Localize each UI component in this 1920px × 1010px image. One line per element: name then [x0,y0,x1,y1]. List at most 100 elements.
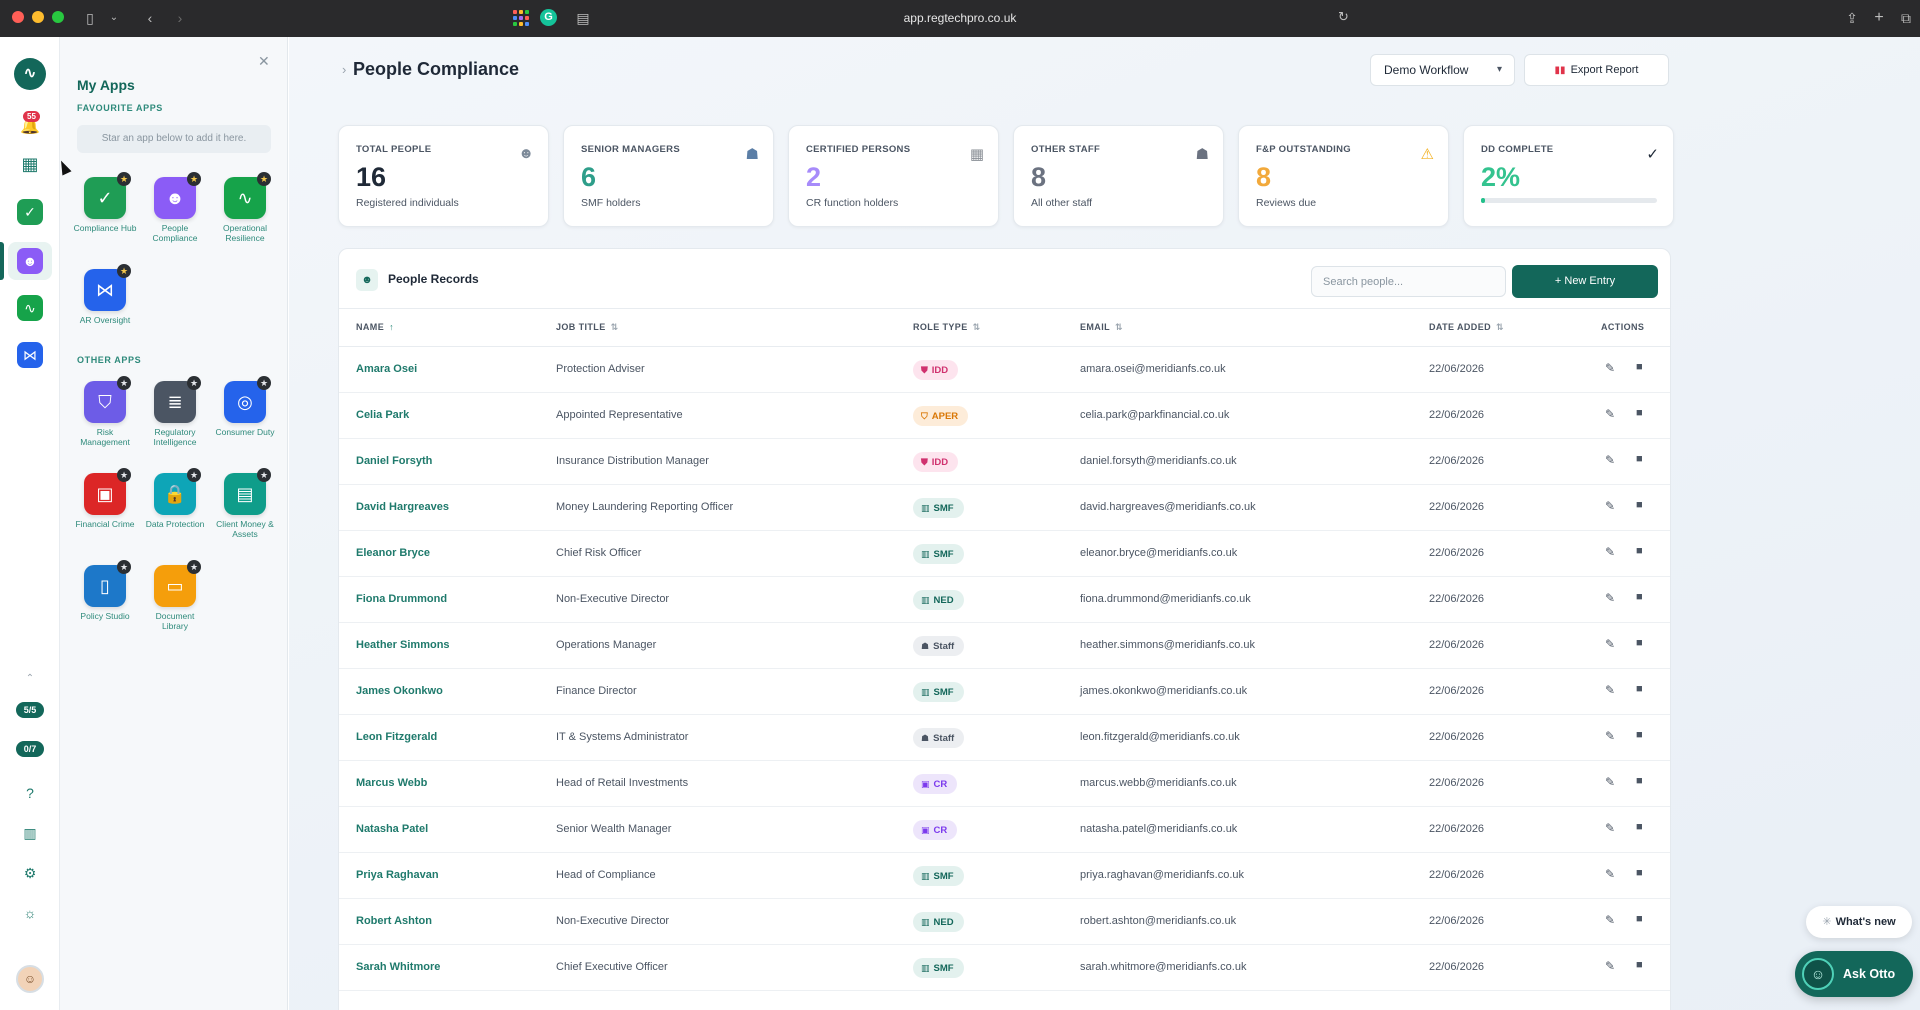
trash-icon[interactable]: ■ [1636,821,1643,833]
edit-icon[interactable]: ✎ [1605,913,1616,927]
trash-icon[interactable]: ■ [1636,775,1643,787]
building-icon[interactable]: ▥ [23,825,37,841]
star-icon[interactable]: ★ [187,560,201,574]
grammarly-extension-icon[interactable]: G [540,9,557,26]
ar-oversight-rail-icon[interactable]: ⋈ [17,342,43,368]
app-operational-resilience[interactable]: ∿ ★ Operational Resilience [212,172,278,243]
edit-icon[interactable]: ✎ [1605,775,1616,789]
trash-icon[interactable]: ■ [1636,407,1643,419]
operational-resilience-rail-icon[interactable]: ∿ [17,295,43,321]
trash-icon[interactable]: ■ [1636,729,1643,741]
app-regulatory-intelligence[interactable]: ≣ ★ Regulatory Intelligence [142,376,208,447]
trash-icon[interactable]: ■ [1636,913,1643,925]
column-header-job-title[interactable]: JOB TITLE ⇅ [556,322,619,332]
star-icon[interactable]: ★ [117,560,131,574]
edit-icon[interactable]: ✎ [1605,959,1616,973]
close-window-button[interactable] [12,11,24,23]
star-icon[interactable]: ★ [187,172,201,186]
workflow-select[interactable]: Demo Workflow ▾ [1370,54,1515,86]
apps-grid-icon[interactable] [513,10,529,26]
tab-overview-icon[interactable]: ⧉ [1901,10,1911,26]
column-header-name[interactable]: NAME ↑ [356,322,395,332]
ask-otto-button[interactable]: ☺ Ask Otto [1795,951,1913,997]
forward-arrow-icon[interactable]: › [177,10,183,26]
help-icon[interactable]: ? [26,785,34,801]
bell-icon[interactable]: 🔔 [20,118,40,135]
sidebar-toggle-icon[interactable]: ▯ [86,10,94,26]
trash-icon[interactable]: ■ [1636,545,1643,557]
app-consumer-duty[interactable]: ◎ ★ Consumer Duty [212,376,278,437]
compliance-hub-rail-icon[interactable]: ✓ [17,199,43,225]
star-icon[interactable]: ★ [257,376,271,390]
person-name-link[interactable]: James Okonkwo [356,685,443,697]
chevron-up-icon[interactable]: ⌃ [25,673,35,684]
minimize-window-button[interactable] [32,11,44,23]
person-name-link[interactable]: Celia Park [356,409,410,421]
trash-icon[interactable]: ■ [1636,499,1643,511]
star-icon[interactable]: ★ [187,376,201,390]
reader-icon[interactable]: ▤ [576,10,590,26]
app-document-library[interactable]: ▭ ★ Document Library [142,560,208,631]
trash-icon[interactable]: ■ [1636,361,1643,373]
edit-icon[interactable]: ✎ [1605,637,1616,651]
column-header-date-added[interactable]: DATE ADDED ⇅ [1429,322,1504,332]
edit-icon[interactable]: ✎ [1605,867,1616,881]
column-header-email[interactable]: EMAIL ⇅ [1080,322,1123,332]
edit-icon[interactable]: ✎ [1605,499,1616,513]
app-logo[interactable]: ∿ [14,58,46,90]
new-entry-button[interactable]: + New Entry [1512,265,1658,298]
trash-icon[interactable]: ■ [1636,591,1643,603]
star-icon[interactable]: ★ [117,264,131,278]
person-name-link[interactable]: Priya Raghavan [356,869,439,881]
star-icon[interactable]: ★ [257,172,271,186]
close-icon[interactable]: ✕ [258,53,270,69]
star-icon[interactable]: ★ [117,172,131,186]
app-risk-management[interactable]: ⛉ ★ Risk Management [72,376,138,447]
person-name-link[interactable]: Amara Osei [356,363,418,375]
person-name-link[interactable]: Sarah Whitmore [356,961,441,973]
app-compliance-hub[interactable]: ✓ ★ Compliance Hub [72,172,138,233]
back-arrow-icon[interactable]: ‹ [147,10,153,26]
person-name-link[interactable]: Fiona Drummond [356,593,448,605]
edit-icon[interactable]: ✎ [1605,591,1616,605]
person-name-link[interactable]: Daniel Forsyth [356,455,433,467]
address-bar[interactable]: app.regtechpro.co.uk [903,11,1017,25]
person-name-link[interactable]: Natasha Patel [356,823,429,835]
star-icon[interactable]: ★ [117,376,131,390]
edit-icon[interactable]: ✎ [1605,545,1616,559]
trash-icon[interactable]: ■ [1636,453,1643,465]
app-data-protection[interactable]: 🔒 ★ Data Protection [142,468,208,529]
star-icon[interactable]: ★ [257,468,271,482]
app-client-money-assets[interactable]: ▤ ★ Client Money & Assets [212,468,278,539]
reload-icon[interactable]: ↻ [1338,9,1349,24]
person-name-link[interactable]: Heather Simmons [356,639,450,651]
person-name-link[interactable]: Marcus Webb [356,777,428,789]
new-tab-icon[interactable]: + [1874,9,1884,26]
star-icon[interactable]: ★ [187,468,201,482]
chevron-down-icon[interactable]: ⌄ [109,12,119,23]
trash-icon[interactable]: ■ [1636,959,1643,971]
edit-icon[interactable]: ✎ [1605,683,1616,697]
column-header-role-type[interactable]: ROLE TYPE ⇅ [913,322,981,332]
sun-icon[interactable]: ☼ [23,905,37,921]
progress-pill-2[interactable]: 0/7 [16,741,44,757]
app-people-compliance[interactable]: ☻ ★ People Compliance [142,172,208,243]
people-compliance-rail-icon[interactable]: ☻ [17,248,43,274]
maximize-window-button[interactable] [52,11,64,23]
edit-icon[interactable]: ✎ [1605,361,1616,375]
edit-icon[interactable]: ✎ [1605,453,1616,467]
whats-new-button[interactable]: ✳ What's new [1806,906,1912,938]
trash-icon[interactable]: ■ [1636,867,1643,879]
apps-grid-icon[interactable]: ▦ [21,153,39,174]
star-icon[interactable]: ★ [117,468,131,482]
search-input[interactable] [1311,266,1506,297]
edit-icon[interactable]: ✎ [1605,729,1616,743]
app-financial-crime[interactable]: ▣ ★ Financial Crime [72,468,138,529]
trash-icon[interactable]: ■ [1636,637,1643,649]
share-icon[interactable]: ⇪ [1846,10,1858,26]
gear-icon[interactable]: ⚙ [23,865,37,881]
person-name-link[interactable]: Eleanor Bryce [356,547,430,559]
app-ar-oversight[interactable]: ⋈ ★ AR Oversight [72,264,138,325]
person-name-link[interactable]: Robert Ashton [356,915,432,927]
edit-icon[interactable]: ✎ [1605,821,1616,835]
